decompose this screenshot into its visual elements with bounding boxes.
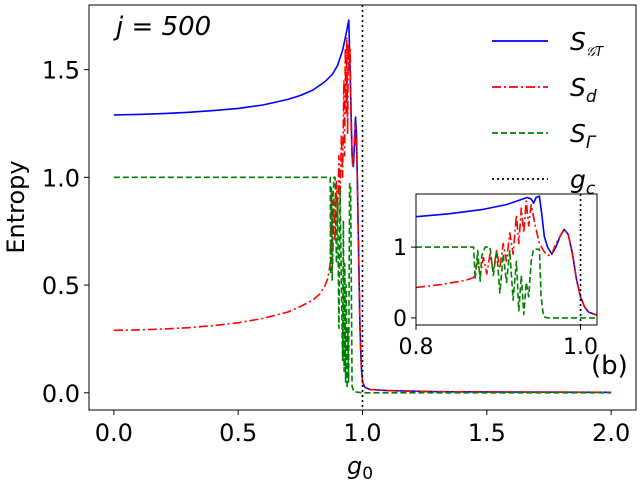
inset-x-tick-label: 1.0 bbox=[563, 335, 598, 360]
y-tick-label: 1.0 bbox=[42, 164, 80, 192]
y-tick-label: 0.5 bbox=[42, 272, 80, 300]
panel-label: (b) bbox=[591, 351, 628, 381]
main-x-ticks: 0.0 0.5 1.0 1.5 2.0 bbox=[95, 410, 630, 447]
y-tick-label: 0.0 bbox=[42, 380, 80, 408]
x-tick-label: 0.0 bbox=[95, 419, 133, 447]
inset-x-ticks: 0.8 1.0 bbox=[399, 325, 598, 360]
legend-label-sub: 𝒢T bbox=[586, 45, 604, 60]
legend-label-g_c: gc bbox=[570, 165, 596, 199]
inset-y-ticks: 01 bbox=[393, 236, 416, 332]
x-tick-label: 0.5 bbox=[219, 419, 257, 447]
x-axis-label-main: g bbox=[347, 452, 362, 480]
inset-x-tick-label: 0.8 bbox=[399, 335, 434, 360]
legend-label-main: S bbox=[570, 119, 586, 148]
inset-frame bbox=[415, 193, 598, 326]
y-tick-label: 1.5 bbox=[42, 57, 80, 85]
x-axis-label-sub: 0 bbox=[362, 464, 373, 480]
legend-label-main: S bbox=[570, 73, 586, 102]
series-line-S_Gamma bbox=[113, 176, 612, 394]
x-tick-label: 1.0 bbox=[343, 419, 381, 447]
x-tick-label: 1.5 bbox=[468, 419, 506, 447]
inset-series-line-S_Gamma bbox=[416, 246, 597, 319]
inset-series-line-S_d bbox=[416, 200, 597, 316]
legend-label-sub: d bbox=[586, 87, 597, 107]
series-line-S_d bbox=[113, 36, 612, 394]
legend-label-main: g bbox=[570, 165, 586, 194]
main-series-group bbox=[113, 19, 612, 394]
j-annotation: j = 500 bbox=[113, 12, 211, 42]
inset-y-tick-label: 1 bbox=[393, 236, 407, 261]
main-y-ticks: 0.0 0.5 1.0 1.5 bbox=[42, 57, 89, 408]
y-axis-label: Entropy bbox=[2, 160, 30, 253]
legend-label-main: S bbox=[570, 27, 586, 56]
inset-y-tick-label: 0 bbox=[393, 307, 407, 332]
legend-label-sub: Γ bbox=[586, 133, 597, 153]
legend-label-S_GT: S𝒢T bbox=[570, 27, 604, 60]
inset-series-group bbox=[416, 195, 597, 319]
x-axis-label: g0 bbox=[347, 452, 373, 480]
legend-label-S_d: Sd bbox=[570, 73, 597, 107]
x-tick-label: 2.0 bbox=[592, 419, 630, 447]
legend-label-S_Gamma: SΓ bbox=[570, 119, 597, 153]
legend-label-sub: c bbox=[586, 179, 596, 199]
